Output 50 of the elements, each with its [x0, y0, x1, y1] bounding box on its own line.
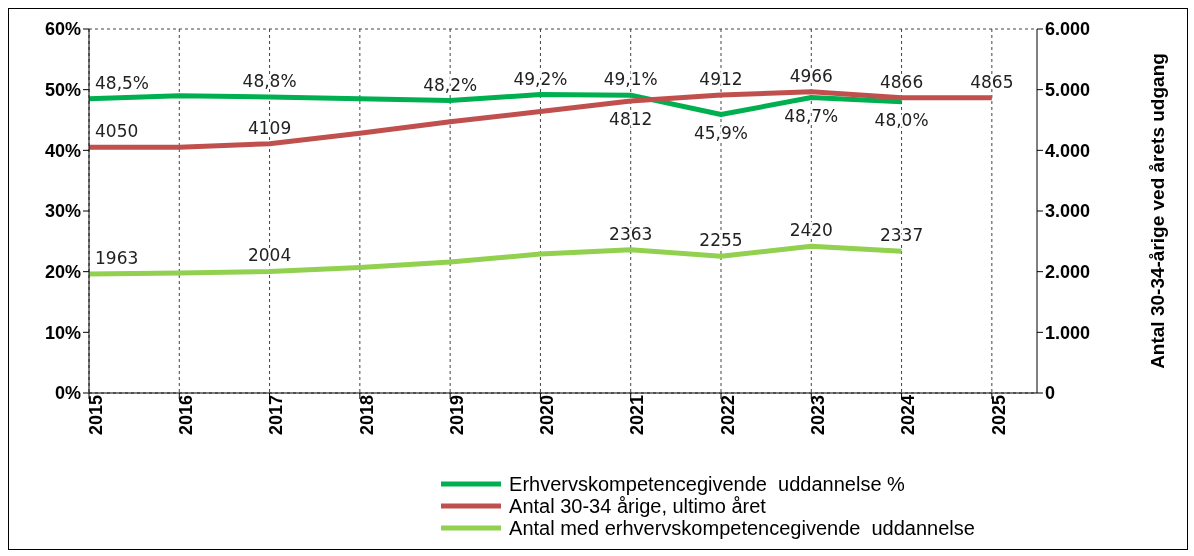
legend-label: Antal med erhvervskompetencegivende uddannelse [509, 517, 975, 539]
y-tick-label: 50% [44, 80, 81, 101]
y2-tick-label: 5.000 [1045, 80, 1091, 101]
y-tick-label: 40% [44, 140, 81, 161]
x-tick-label: 2018 [356, 395, 377, 436]
y2-tick-label: 3.000 [1045, 201, 1091, 222]
y2-tick-label: 2.000 [1045, 262, 1091, 283]
data-label: 4912 [699, 69, 743, 90]
data-label: 4966 [789, 65, 833, 86]
data-label: 2363 [609, 223, 653, 244]
data-label: 2420 [789, 220, 833, 241]
data-label: 48,7% [784, 105, 839, 126]
x-tick-label: 2022 [717, 395, 738, 436]
x-tick-label: 2021 [627, 395, 648, 436]
y-tick-label: 10% [44, 322, 81, 343]
data-label: 4865 [970, 71, 1014, 92]
y2-axis-title: Antal 30-34-årige ved årets udgang [1146, 53, 1168, 369]
y-tick-label: 60% [44, 19, 81, 40]
data-label: 49,2% [513, 68, 568, 89]
data-label: 49,1% [603, 69, 658, 90]
data-label: 48,5% [95, 72, 150, 93]
y-tick-label: 0% [54, 383, 81, 404]
y2-tick-label: 6.000 [1045, 19, 1091, 40]
legend-label: Erhvervskompetencegivende uddannelse % [509, 473, 905, 495]
x-tick-label: 2020 [537, 395, 558, 436]
data-label: 48,0% [874, 109, 929, 130]
data-label: 4050 [95, 121, 139, 142]
legend-label: Antal 30-34 årige, ultimo året [509, 495, 766, 517]
data-label: 2255 [699, 230, 743, 251]
x-tick-label: 2017 [266, 395, 287, 436]
data-label: 2004 [247, 245, 292, 266]
y-tick-label: 20% [44, 262, 81, 283]
y-tick-label: 30% [44, 201, 81, 222]
data-label: 45,9% [693, 122, 749, 143]
y2-tick-label: 1.000 [1045, 322, 1091, 343]
data-label: 2337 [879, 225, 924, 246]
x-tick-label: 2023 [808, 395, 829, 436]
y2-tick-label: 4.000 [1045, 140, 1091, 161]
x-tick-label: 2025 [988, 395, 1009, 436]
y2-tick-label: 0 [1045, 383, 1056, 404]
data-label: 4812 [609, 109, 653, 130]
data-label: 48,2% [423, 74, 478, 95]
x-tick-label: 2019 [446, 395, 467, 436]
x-tick-label: 2024 [898, 395, 919, 436]
data-label: 4109 [247, 117, 292, 138]
data-label: 48,8% [242, 70, 297, 91]
x-tick-label: 2016 [176, 395, 197, 436]
x-tick-label: 2015 [85, 395, 106, 436]
data-label: 1963 [95, 247, 139, 268]
data-label: 4866 [879, 71, 924, 92]
